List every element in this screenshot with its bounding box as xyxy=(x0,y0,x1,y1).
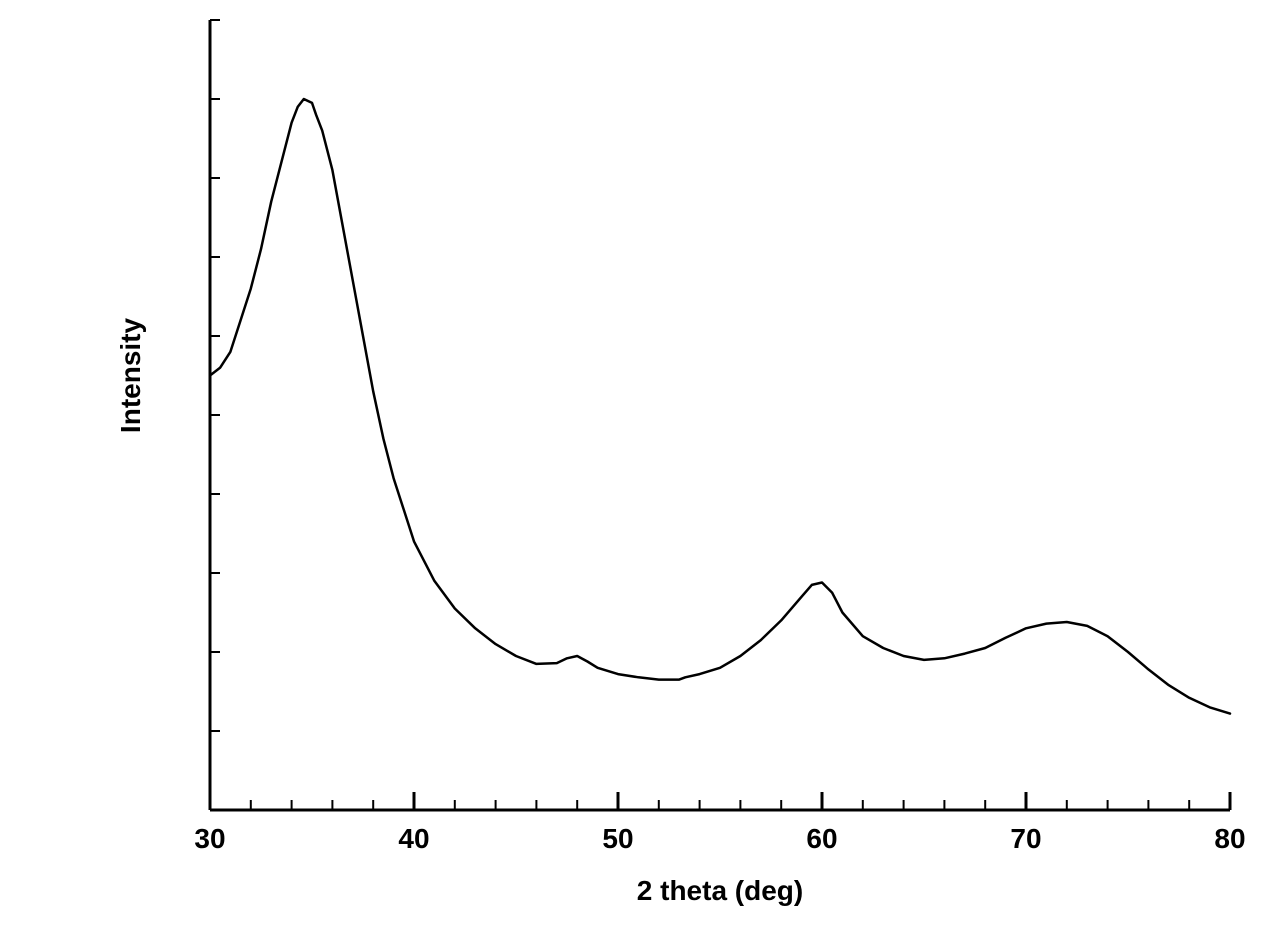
x-tick-label: 40 xyxy=(398,823,429,854)
x-tick-label: 70 xyxy=(1010,823,1041,854)
x-tick-label: 50 xyxy=(602,823,633,854)
x-tick-label: 30 xyxy=(194,823,225,854)
xrd-chart: 30 40 50 60 70 80 2 theta (deg) Intensity xyxy=(0,0,1277,938)
chart-svg: 30 40 50 60 70 80 2 theta (deg) Intensity xyxy=(0,0,1277,938)
y-axis-label: Intensity xyxy=(115,318,146,434)
x-tick-label: 80 xyxy=(1214,823,1245,854)
x-tick-label: 60 xyxy=(806,823,837,854)
x-axis-label: 2 theta (deg) xyxy=(637,875,803,906)
intensity-curve xyxy=(210,99,1230,714)
